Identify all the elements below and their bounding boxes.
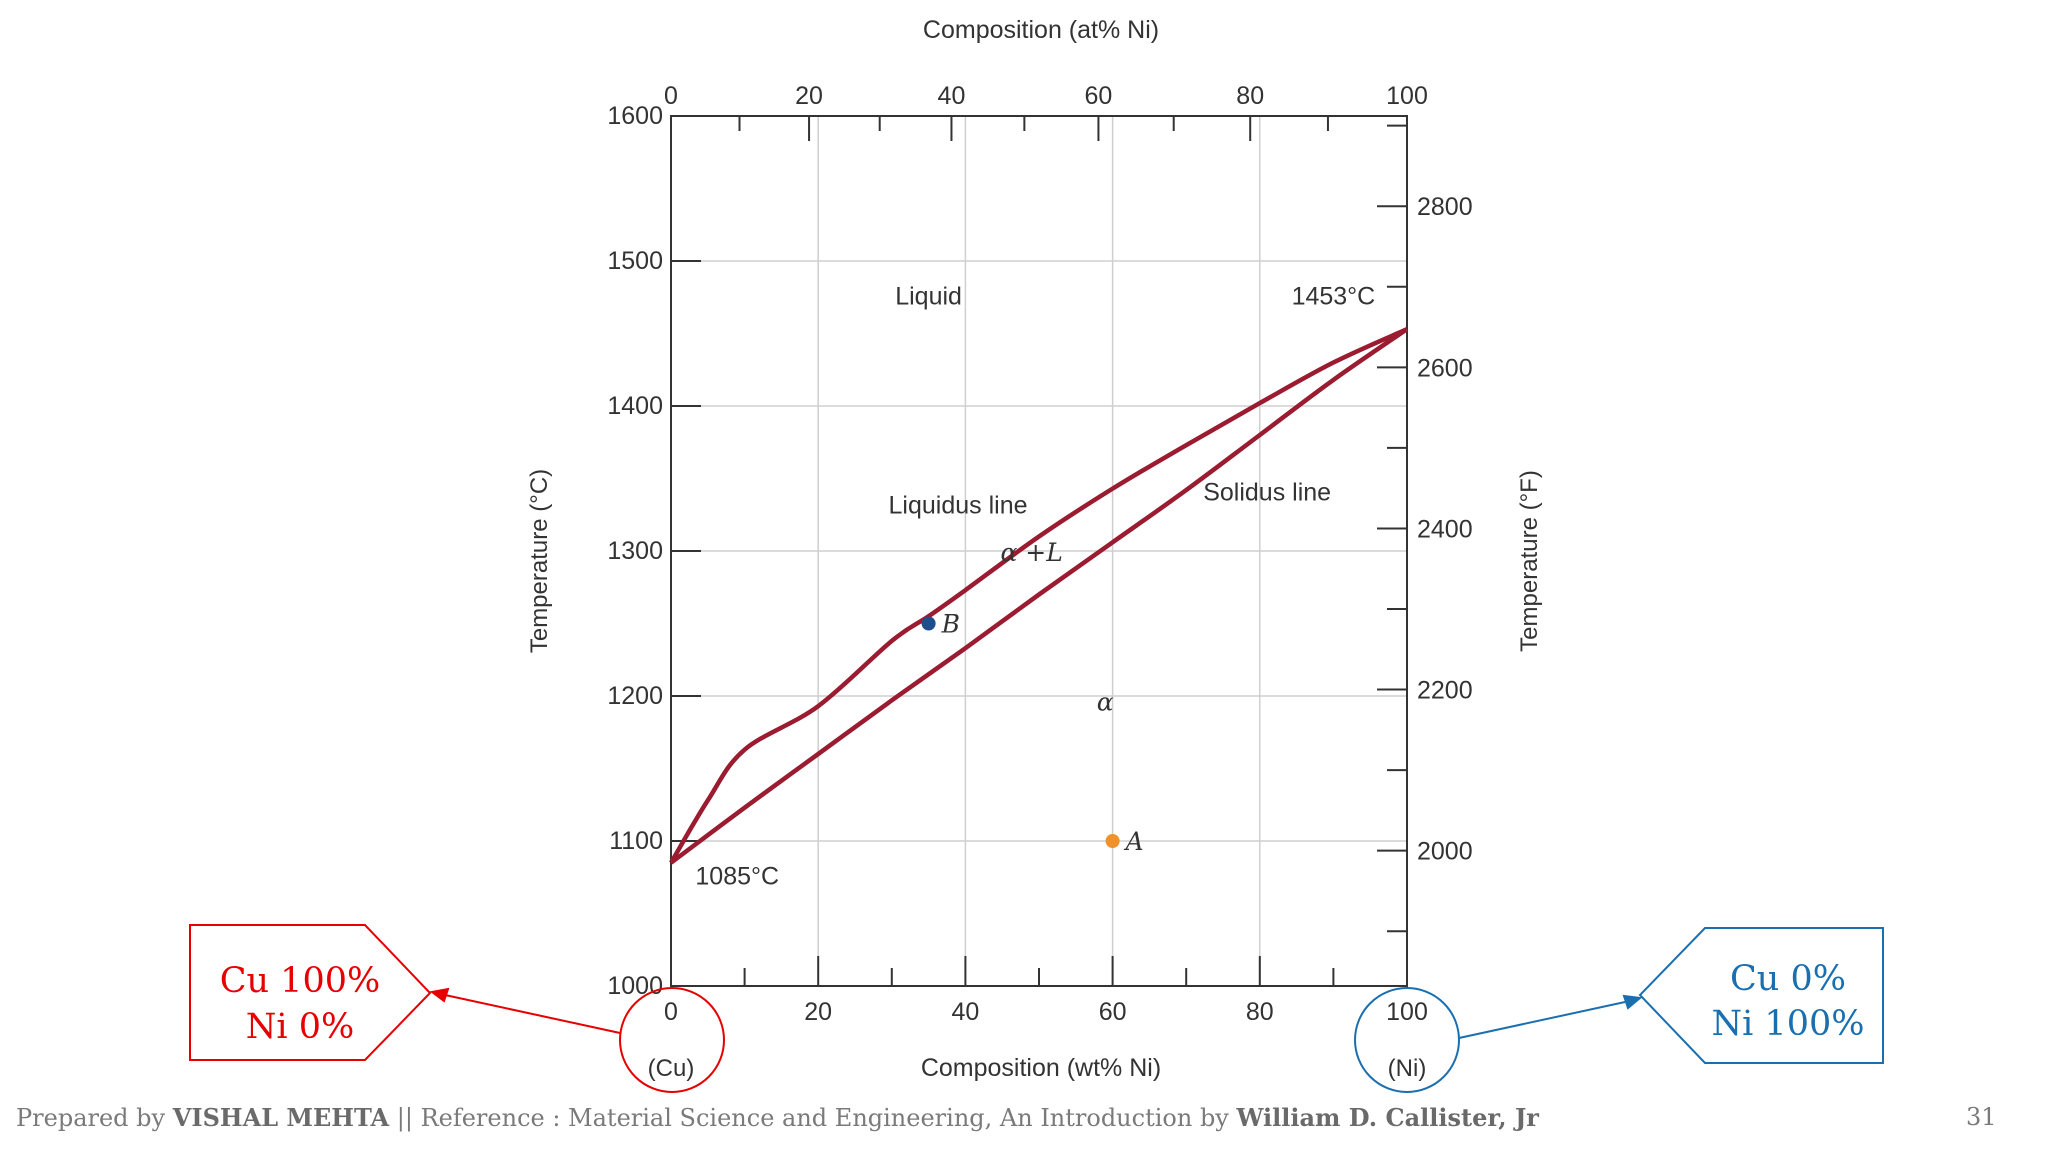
x-tick-label-bottom: 60 bbox=[1099, 998, 1127, 1026]
x-axis-title-bottom: Composition (wt% Ni) bbox=[921, 1054, 1161, 1082]
x-tick-label-top: 100 bbox=[1386, 82, 1428, 110]
y-tick-label-left: 1400 bbox=[607, 392, 663, 420]
arrow-head-left bbox=[429, 987, 450, 1003]
page-number: 31 bbox=[1966, 1103, 1997, 1131]
region-label: 1453°C bbox=[1292, 283, 1376, 311]
region-label: Liquidus line bbox=[889, 491, 1028, 519]
y-tick-label-right: 2400 bbox=[1417, 515, 1473, 543]
data-points bbox=[921, 616, 1120, 848]
callout-right-line2: Ni 100% bbox=[1711, 1004, 1864, 1044]
point-a bbox=[1105, 834, 1120, 848]
x-end-label-ni: (Ni) bbox=[1388, 1055, 1427, 1082]
x-tick-label-bottom: 40 bbox=[951, 998, 979, 1026]
callout-right-line1: Cu 0% bbox=[1730, 959, 1846, 999]
x-tick-label-top: 0 bbox=[664, 82, 678, 110]
footer-author: VISHAL MEHTA bbox=[172, 1103, 390, 1132]
y-tick-label-left: 1000 bbox=[607, 972, 663, 1000]
region-label: 1085°C bbox=[695, 863, 779, 891]
y-tick-label-left: 1300 bbox=[607, 537, 663, 565]
grid-lines bbox=[671, 116, 1407, 986]
arrow-line-left bbox=[444, 994, 621, 1034]
series-liquidus-line bbox=[669, 327, 1408, 864]
footer-prefix: Prepared by bbox=[16, 1104, 173, 1132]
y-tick-label-left: 1600 bbox=[607, 102, 663, 130]
x-tick-label-bottom: 100 bbox=[1386, 998, 1428, 1026]
y-tick-label-left: 1500 bbox=[607, 247, 663, 275]
series-lines bbox=[669, 327, 1409, 865]
region-label: α bbox=[1097, 688, 1114, 717]
point-label-a: A bbox=[1124, 827, 1144, 856]
x-tick-label-bottom: 80 bbox=[1246, 998, 1274, 1026]
x-end-label-cu: (Cu) bbox=[648, 1055, 695, 1082]
footer-text: Prepared by VISHAL MEHTA || Reference : … bbox=[16, 1103, 1539, 1132]
x-tick-label-bottom: 0 bbox=[664, 998, 678, 1026]
footer-reference: || Reference : Material Science and Engi… bbox=[389, 1104, 1237, 1132]
tick-marks bbox=[671, 115, 1407, 987]
callout-box-right bbox=[1638, 927, 1884, 1064]
callout-left-line1: Cu 100% bbox=[220, 961, 381, 1001]
y-tick-label-right: 2000 bbox=[1417, 838, 1473, 866]
region-label: Solidus line bbox=[1203, 478, 1331, 506]
y-tick-label-right: 2800 bbox=[1417, 193, 1473, 221]
highlight-circle-ni bbox=[1354, 987, 1460, 1093]
chart-labels: 1000110012001300140015001600200022002400… bbox=[526, 16, 1543, 1082]
x-tick-label-top: 80 bbox=[1236, 82, 1264, 110]
y-axis-title-left: Temperature (°C) bbox=[526, 469, 553, 653]
y-tick-label-left: 1100 bbox=[609, 827, 663, 855]
callouts: Cu 100% Ni 0% Cu 0% Ni 100% bbox=[189, 924, 1884, 1093]
x-axis-title-top: Composition (at% Ni) bbox=[923, 16, 1159, 44]
x-tick-label-top: 60 bbox=[1085, 82, 1113, 110]
region-label: Liquid bbox=[895, 283, 962, 311]
point-b bbox=[921, 616, 936, 631]
y-axis-title-right: Temperature (°F) bbox=[1516, 470, 1543, 652]
y-tick-label-left: 1200 bbox=[607, 682, 663, 710]
footer-book-author: William D. Callister, Jr bbox=[1236, 1103, 1539, 1132]
callout-box-left bbox=[189, 924, 432, 1061]
y-tick-label-right: 2600 bbox=[1417, 354, 1473, 382]
point-label-b: B bbox=[941, 610, 960, 639]
callout-left-line2: Ni 0% bbox=[246, 1007, 354, 1047]
x-tick-label-bottom: 20 bbox=[804, 998, 832, 1026]
x-tick-label-top: 40 bbox=[938, 82, 966, 110]
arrow-line-right bbox=[1458, 1001, 1626, 1039]
series-solidus-line bbox=[669, 327, 1409, 865]
arrow-head-right bbox=[1622, 994, 1643, 1010]
y-tick-label-right: 2200 bbox=[1417, 677, 1473, 705]
region-label: α +L bbox=[1000, 538, 1062, 567]
x-tick-label-top: 20 bbox=[795, 82, 823, 110]
highlight-circle-cu bbox=[619, 987, 725, 1093]
